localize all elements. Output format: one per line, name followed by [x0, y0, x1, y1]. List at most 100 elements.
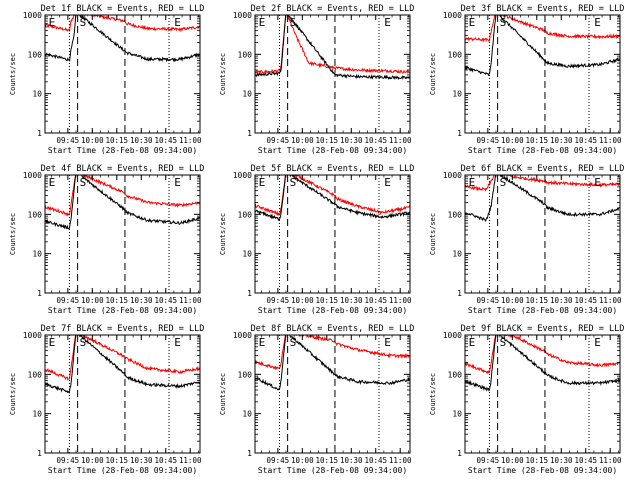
panel-det-9: Det 9f BLACK = Events, RED = LLD E S E 1 10 10…: [429, 324, 624, 475]
panel-title: Det 7f BLACK = Events, RED = LLD: [41, 324, 205, 334]
marker-label: E: [49, 336, 56, 349]
x-tick-label: 10:15: [316, 296, 339, 305]
x-tick-label: 11:00: [599, 456, 622, 465]
plot-frame: [254, 14, 411, 134]
plot-frame: [464, 14, 621, 134]
y-tick-label: 10: [32, 90, 42, 99]
panel-det-1: Det 1f BLACK = Events, RED = LLD E S E 1 10 10…: [9, 4, 204, 155]
x-tick-label: 10:30: [340, 296, 363, 305]
y-tick-label: 1: [247, 449, 252, 458]
x-axis-label: Start Time (28-Feb-08 09:34:00): [258, 146, 407, 155]
y-tick-label: 1: [37, 289, 42, 298]
x-tick-label: 10:45: [364, 296, 387, 305]
y-tick-label: 100: [28, 50, 43, 59]
y-tick-label: 100: [238, 210, 253, 219]
y-tick-label: 100: [448, 370, 463, 379]
panel-det-3: Det 3f BLACK = Events, RED = LLD E S E 1 10 10…: [429, 4, 624, 155]
marker-label: E: [174, 336, 181, 349]
plot-frame: [464, 334, 621, 454]
y-tick-label: 100: [448, 210, 463, 219]
lld-series-line: [465, 175, 620, 192]
x-axis-label: Start Time (28-Feb-08 09:34:00): [468, 146, 617, 155]
x-tick-label: 10:00: [291, 296, 314, 305]
x-tick-label: 10:45: [154, 456, 177, 465]
y-axis-label: Counts/sec: [9, 373, 17, 415]
marker-label: E: [384, 16, 391, 29]
x-axis-label: Start Time (28-Feb-08 09:34:00): [48, 306, 197, 315]
y-tick-label: 1000: [23, 331, 42, 340]
panel-title: Det 5f BLACK = Events, RED = LLD: [251, 164, 415, 174]
x-axis-label: Start Time (28-Feb-08 09:34:00): [468, 306, 617, 315]
y-tick-label: 1000: [443, 331, 462, 340]
marker-label: S: [500, 16, 507, 29]
x-tick-label: 10:30: [130, 456, 153, 465]
y-tick-label: 1: [457, 289, 462, 298]
y-tick-label: 100: [28, 210, 43, 219]
series-group: [45, 15, 200, 63]
events-series-line: [255, 175, 410, 221]
y-tick-label: 1: [247, 289, 252, 298]
x-tick-label: 10:30: [340, 136, 363, 145]
series-group: [465, 15, 620, 77]
events-series-line: [45, 335, 200, 394]
panel-det-6: Det 6f BLACK = Events, RED = LLD E S E 1 10 10…: [429, 164, 624, 315]
y-tick-label: 1000: [233, 11, 252, 20]
x-tick-label: 10:45: [574, 456, 597, 465]
x-tick-label: 10:15: [316, 136, 339, 145]
panel-det-5: Det 5f BLACK = Events, RED = LLD E S E 1 10 10…: [219, 164, 414, 315]
x-tick-label: 10:30: [340, 456, 363, 465]
x-tick-label: 10:15: [526, 296, 549, 305]
plot-frame: [44, 174, 201, 294]
x-tick-label: 10:15: [106, 456, 129, 465]
marker-label: E: [594, 336, 601, 349]
y-tick-label: 100: [448, 50, 463, 59]
y-axis-label: Counts/sec: [9, 53, 17, 95]
marker-label: E: [49, 176, 56, 189]
x-tick-label: 09:45: [57, 296, 80, 305]
x-tick-label: 10:00: [81, 296, 104, 305]
y-tick-label: 10: [242, 410, 252, 419]
x-tick-label: 09:45: [57, 136, 80, 145]
panel-det-2: Det 2f BLACK = Events, RED = LLD E S E 1 10 10…: [219, 4, 414, 155]
x-axis-label: Start Time (28-Feb-08 09:34:00): [258, 306, 407, 315]
panel-det-4: Det 4f BLACK = Events, RED = LLD E S E 1 10 10…: [9, 164, 204, 315]
lld-series-line: [255, 175, 410, 217]
panel-title: Det 9f BLACK = Events, RED = LLD: [461, 324, 625, 334]
y-tick-label: 10: [452, 250, 462, 259]
series-group: [255, 175, 410, 221]
x-tick-label: 10:45: [154, 136, 177, 145]
marker-label: E: [174, 16, 181, 29]
marker-label: E: [594, 16, 601, 29]
y-tick-label: 1: [37, 129, 42, 138]
marker-label: S: [290, 336, 297, 349]
x-axis-label: Start Time (28-Feb-08 09:34:00): [468, 466, 617, 475]
x-tick-label: 10:15: [316, 456, 339, 465]
x-tick-label: 10:00: [501, 136, 524, 145]
x-tick-label: 11:00: [599, 296, 622, 305]
marker-label: E: [469, 16, 476, 29]
y-tick-label: 10: [242, 250, 252, 259]
y-tick-label: 1000: [233, 331, 252, 340]
y-tick-label: 1: [247, 129, 252, 138]
x-tick-label: 10:00: [501, 456, 524, 465]
y-tick-label: 1000: [23, 11, 42, 20]
x-tick-label: 10:15: [526, 456, 549, 465]
marker-label: S: [290, 176, 297, 189]
plot-frame: [254, 334, 411, 454]
x-tick-label: 11:00: [389, 456, 412, 465]
panel-det-8: Det 8f BLACK = Events, RED = LLD E S E 1 10 10…: [219, 324, 414, 475]
lld-series-line: [255, 335, 410, 370]
y-tick-label: 100: [238, 370, 253, 379]
marker-label: E: [469, 336, 476, 349]
events-series-line: [465, 15, 620, 77]
y-axis-label: Counts/sec: [219, 53, 227, 95]
series-group: [465, 335, 620, 392]
lld-series-line: [255, 15, 410, 75]
marker-label: E: [259, 16, 266, 29]
x-tick-label: 11:00: [179, 456, 202, 465]
lld-series-line: [465, 15, 620, 43]
x-tick-label: 10:00: [81, 456, 104, 465]
x-tick-label: 10:30: [130, 136, 153, 145]
y-axis-label: Counts/sec: [429, 373, 437, 415]
marker-label: S: [80, 16, 87, 29]
